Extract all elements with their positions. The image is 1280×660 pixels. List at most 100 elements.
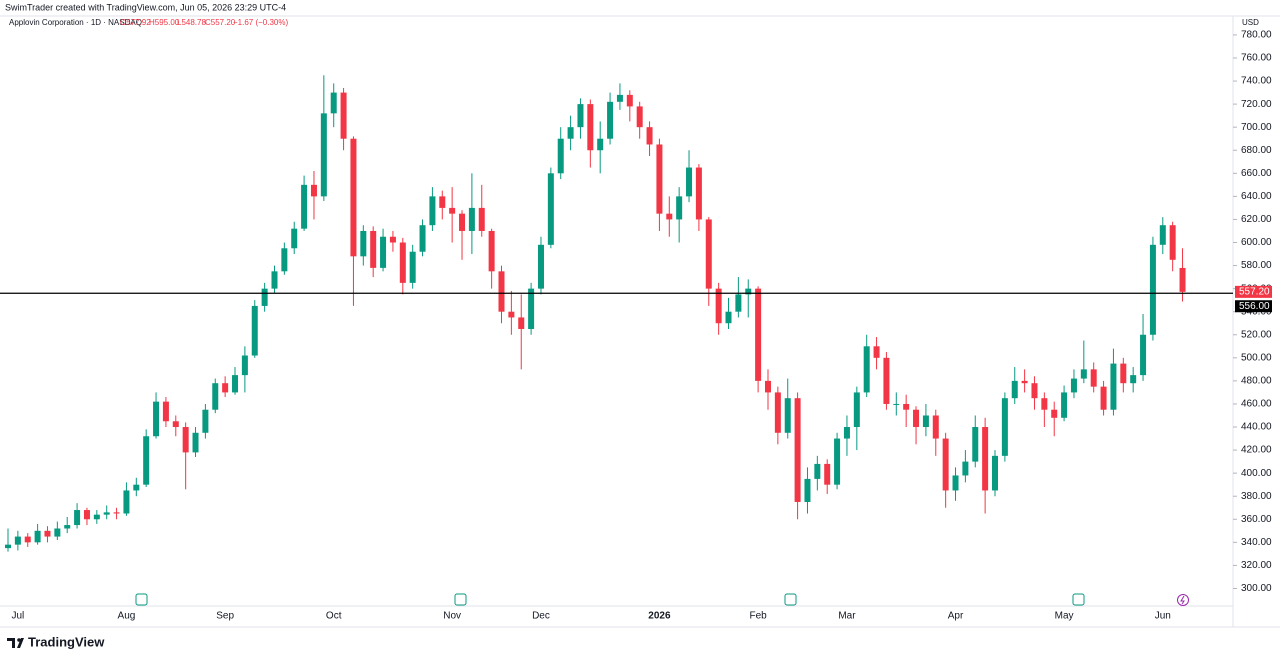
candle-body xyxy=(399,242,406,283)
candle-body xyxy=(468,207,475,231)
earnings-icon[interactable] xyxy=(784,593,797,606)
candle-body xyxy=(5,544,11,549)
candle-body xyxy=(202,409,209,433)
candle-body xyxy=(370,230,377,268)
candle-body xyxy=(745,288,752,295)
dividend-glyph xyxy=(1180,595,1185,605)
y-tick-label: 400.00 xyxy=(1241,468,1272,479)
candle-body xyxy=(992,455,998,491)
last-price-box xyxy=(1235,285,1272,298)
candle-body xyxy=(1021,380,1028,384)
candle-body xyxy=(528,288,535,329)
x-tick-label: Nov xyxy=(443,611,461,622)
y-tick-label: 640.00 xyxy=(1241,191,1272,202)
y-tick-label: 600.00 xyxy=(1241,237,1272,248)
candle-body xyxy=(251,305,258,356)
candle-body xyxy=(755,288,762,381)
candle-body xyxy=(222,383,229,393)
candle-body xyxy=(1169,225,1176,260)
candle-body xyxy=(498,271,505,312)
candle-body xyxy=(1061,392,1068,418)
candle-body xyxy=(113,512,120,514)
candle-body xyxy=(508,311,515,318)
candle-body xyxy=(1090,369,1097,387)
y-tick-label: 660.00 xyxy=(1241,168,1272,179)
candle-body xyxy=(350,138,357,257)
candle-body xyxy=(162,401,169,422)
candle-body xyxy=(1100,386,1107,410)
candle-body xyxy=(261,288,268,306)
candle-body xyxy=(774,392,781,433)
candle-body xyxy=(301,184,308,229)
candle-body xyxy=(1179,267,1186,292)
candle-body xyxy=(942,438,949,491)
earnings-markers xyxy=(135,593,1189,606)
candle-body xyxy=(64,525,71,529)
candle-body xyxy=(1041,398,1048,410)
dividend-icon[interactable] xyxy=(1177,594,1189,606)
candle-body xyxy=(893,403,900,405)
y-tick-label: 500.00 xyxy=(1241,352,1272,363)
candle-body xyxy=(676,196,683,220)
candle-body xyxy=(616,94,623,102)
candle-body xyxy=(14,536,21,545)
x-tick-label: Feb xyxy=(750,611,768,622)
candle-body xyxy=(666,213,673,220)
ohlc-open: O577.92 xyxy=(120,18,151,27)
symbol: Applovin Corporation · 1D · NASDAQ xyxy=(9,18,142,27)
candle-body xyxy=(1051,409,1058,418)
candle-body xyxy=(794,398,801,502)
candle-body xyxy=(626,94,633,107)
earnings-icon[interactable] xyxy=(454,593,467,606)
y-tick-label: 380.00 xyxy=(1241,491,1272,502)
candle-body xyxy=(380,236,387,268)
candle-body xyxy=(241,355,248,376)
candle-body xyxy=(695,167,702,220)
y-tick-label: 620.00 xyxy=(1241,214,1272,225)
y-tick-label: 680.00 xyxy=(1241,145,1272,156)
y-tick-label: 580.00 xyxy=(1241,260,1272,271)
candle-body xyxy=(725,311,732,324)
candle-body xyxy=(567,127,574,139)
candle-body xyxy=(488,230,495,272)
candle-body xyxy=(952,475,959,491)
y-tick-label: 520.00 xyxy=(1241,329,1272,340)
candle-body xyxy=(182,427,189,453)
candle-body xyxy=(518,317,525,329)
candle-body xyxy=(409,251,416,283)
hline-box xyxy=(1235,300,1272,313)
x-tick-label: Dec xyxy=(532,611,550,622)
candle-body xyxy=(557,138,564,174)
candle-body xyxy=(932,415,939,439)
logo-icon xyxy=(17,638,21,642)
y-tick-label: 760.00 xyxy=(1241,53,1272,64)
candle-body xyxy=(1159,225,1166,245)
y-tick-label: 340.00 xyxy=(1241,537,1272,548)
ohlc-high: H595.00 xyxy=(149,18,180,27)
y-tick-label: 300.00 xyxy=(1241,583,1272,594)
x-tick-label: Apr xyxy=(948,611,964,622)
earnings-icon[interactable] xyxy=(1072,593,1085,606)
candle-body xyxy=(320,113,327,197)
candle-body xyxy=(1110,363,1117,410)
ohlc-low: L548.78 xyxy=(177,18,206,27)
candle-body xyxy=(330,92,337,114)
x-tick-label: Jul xyxy=(11,611,24,622)
candle-body xyxy=(1011,380,1018,399)
logo-icon xyxy=(7,638,24,648)
candle-body xyxy=(34,530,41,543)
x-tick-label: Jun xyxy=(1155,611,1171,622)
candle-body xyxy=(1140,334,1147,376)
candle-body xyxy=(804,478,811,502)
candle-body xyxy=(340,92,347,139)
candle-body xyxy=(715,288,722,324)
candle-body xyxy=(843,427,850,439)
candle-body xyxy=(459,213,466,231)
last-price-label: 557.20 xyxy=(1239,286,1270,297)
candle-body xyxy=(814,463,821,479)
candle-body xyxy=(784,398,791,433)
x-tick-label: Oct xyxy=(326,611,342,622)
earnings-icon[interactable] xyxy=(135,593,148,606)
